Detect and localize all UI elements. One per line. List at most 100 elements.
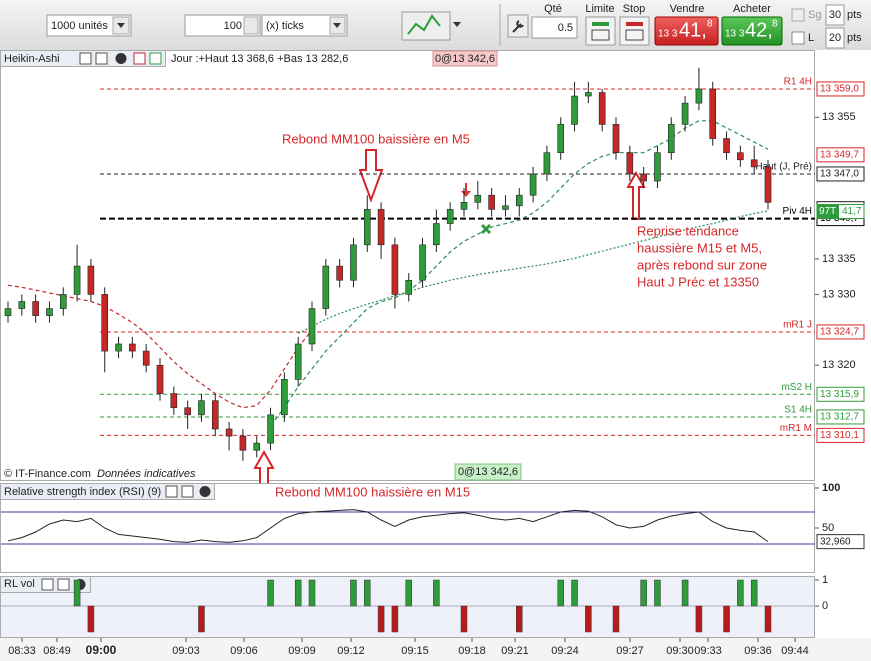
candle-body: [115, 343, 122, 352]
spin-button[interactable]: [243, 16, 259, 35]
y-tick-label: 1: [822, 574, 828, 586]
level-name: Piv 4H: [783, 206, 812, 217]
price-label: 13 349,7: [820, 149, 859, 160]
position-tag: 0@13 342,6: [458, 466, 518, 478]
candle-body: [184, 407, 191, 416]
candle-body: [488, 194, 495, 210]
limit-label: Limite: [585, 3, 614, 15]
candle-body: [198, 400, 205, 416]
l-input[interactable]: [825, 27, 845, 49]
candle-body: [336, 265, 343, 281]
close-button[interactable]: [199, 486, 211, 497]
vol-bar: [640, 579, 647, 607]
stop-icon: [626, 22, 643, 26]
time-axis: [0, 638, 871, 661]
candle-body: [737, 152, 744, 161]
vol-bar: [350, 579, 357, 607]
x-tick-label: 09:21: [501, 645, 529, 657]
qty-input[interactable]: [531, 16, 578, 39]
qty-value: 0.5: [558, 22, 573, 34]
sg-input[interactable]: [825, 4, 845, 26]
candle-body: [515, 194, 523, 207]
sell-button[interactable]: [654, 16, 719, 46]
level-label: 13 310,1: [820, 430, 859, 441]
price-tag-box: [817, 204, 839, 219]
x-tick-label: 09:33: [694, 645, 722, 657]
stop-label: Stop: [623, 3, 646, 15]
level-box: [816, 427, 865, 443]
candle-body: [433, 223, 440, 246]
l-label: L: [808, 32, 814, 44]
l-value: 20: [829, 32, 841, 44]
sg-value: 30: [829, 9, 841, 21]
vol-bar: [433, 579, 440, 607]
x-tick-label: 09:24: [551, 645, 579, 657]
sell-order-button[interactable]: [133, 52, 146, 65]
buy-main: 42,: [745, 19, 773, 41]
candle-body: [585, 92, 592, 97]
window-button[interactable]: [181, 485, 194, 498]
x-tick-label: 09:36: [744, 645, 772, 657]
vol-bar: [405, 579, 412, 607]
level-box: [816, 324, 865, 340]
wrench-icon: [512, 20, 524, 33]
sg-unit: pts: [847, 9, 862, 21]
candle-body: [308, 308, 316, 345]
sell-suffix: 8: [707, 19, 713, 30]
vol-bar: [87, 605, 95, 633]
l-unit: pts: [847, 32, 862, 44]
quantity-select[interactable]: [46, 14, 132, 37]
window-button[interactable]: [165, 485, 178, 498]
level-label: 13 324,7: [820, 327, 859, 338]
vol-bar: [557, 579, 564, 607]
level-name: mR1 J: [783, 320, 812, 331]
dropdown-arrow: [453, 22, 461, 27]
position-tag-box: [454, 463, 522, 481]
l-checkbox[interactable]: [791, 31, 805, 45]
buy-suffix: 8: [772, 19, 778, 30]
y-tick-label: 13 335: [822, 253, 856, 265]
buy-label: Acheter: [733, 3, 771, 15]
level-label: 13 347,0: [820, 169, 859, 180]
window-button[interactable]: [41, 578, 54, 591]
stop-icon: [625, 29, 644, 41]
window-button[interactable]: [79, 52, 92, 65]
x-tick-label: 09:27: [616, 645, 644, 657]
close-button[interactable]: [115, 53, 127, 64]
vol-bar: [681, 579, 689, 607]
level-name: mS2 H: [781, 382, 812, 393]
candle-body: [612, 124, 620, 154]
window-button[interactable]: [95, 52, 108, 65]
candle-body: [405, 279, 413, 295]
x-tick-label: 09:18: [458, 645, 486, 657]
candle-body: [142, 350, 150, 366]
sell-main: 41,: [679, 19, 707, 41]
candle-body: [59, 294, 67, 309]
x-tick-label: 09:00: [86, 643, 117, 657]
candle-body: [695, 88, 703, 104]
annotation: Reprise tendance: [637, 223, 739, 238]
ticks-unit-select[interactable]: [261, 14, 348, 37]
vol-bar: [750, 579, 758, 607]
candle-body: [529, 173, 537, 196]
vol-bar: [695, 605, 703, 633]
vol-bar: [737, 579, 744, 607]
buy-order-button[interactable]: [149, 52, 162, 65]
window-button[interactable]: [57, 578, 70, 591]
limit-button[interactable]: [585, 16, 616, 46]
sg-checkbox[interactable]: [791, 8, 805, 22]
buy-button[interactable]: [721, 16, 783, 46]
candle-body: [654, 152, 661, 182]
candle-body: [129, 343, 136, 352]
vol-bar: [364, 579, 371, 607]
sell-prefix: 13 3: [658, 29, 678, 40]
candle-body: [267, 414, 274, 444]
level-name: Haut (J, Pré): [755, 162, 812, 173]
candle-body: [598, 92, 606, 125]
vol-bar: [391, 605, 399, 633]
vol-bar: [377, 605, 385, 633]
ticks-input[interactable]: [184, 14, 261, 37]
stop-button[interactable]: [619, 16, 650, 46]
candle-body: [681, 102, 689, 125]
